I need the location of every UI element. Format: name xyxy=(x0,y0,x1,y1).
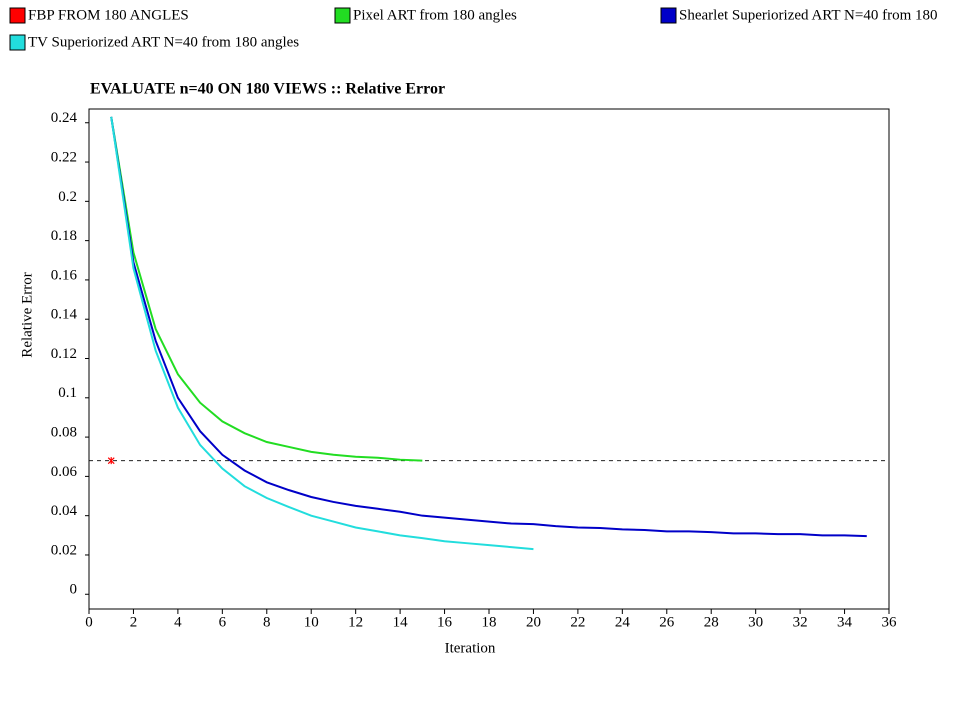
y-tick-label: 0.14 xyxy=(51,307,78,323)
y-tick-label: 0.04 xyxy=(51,503,78,519)
x-tick-label: 2 xyxy=(130,614,138,630)
x-tick-label: 34 xyxy=(837,614,853,630)
x-tick-label: 16 xyxy=(437,614,453,630)
y-tick-label: 0.12 xyxy=(51,346,77,362)
x-tick-label: 6 xyxy=(219,614,227,630)
y-tick-label: 0.18 xyxy=(51,228,77,244)
x-axis-label: Iteration xyxy=(445,640,496,656)
y-tick-label: 0.06 xyxy=(51,464,78,480)
y-tick-label: 0 xyxy=(70,582,78,598)
legend-label: Shearlet Superiorized ART N=40 from 180 xyxy=(679,7,938,23)
x-tick-label: 22 xyxy=(570,614,585,630)
series-line xyxy=(110,116,534,551)
x-tick-label: 4 xyxy=(174,614,182,630)
y-tick-label: 0.2 xyxy=(58,189,77,205)
y-tick-label: 0.1 xyxy=(58,385,77,401)
x-tick-label: 32 xyxy=(793,614,808,630)
series-line xyxy=(110,116,423,462)
legend-label: Pixel ART from 180 angles xyxy=(353,7,517,23)
series-line xyxy=(110,116,867,538)
x-tick-label: 0 xyxy=(85,614,93,630)
x-tick-label: 36 xyxy=(882,614,898,630)
x-tick-label: 28 xyxy=(704,614,719,630)
legend-swatch xyxy=(660,7,677,24)
x-tick-label: 18 xyxy=(482,614,497,630)
y-tick-label: 0.08 xyxy=(51,425,77,441)
x-tick-label: 20 xyxy=(526,614,541,630)
chart-title: EVALUATE n=40 ON 180 VIEWS :: Relative E… xyxy=(90,81,445,98)
legend-label: TV Superiorized ART N=40 from 180 angles xyxy=(28,34,299,50)
x-tick-label: 26 xyxy=(659,614,675,630)
legend-swatch xyxy=(9,34,26,51)
point-marker xyxy=(107,457,115,465)
legend-swatch xyxy=(9,7,26,24)
y-axis-label: Relative Error xyxy=(19,272,35,357)
y-tick-label: 0.16 xyxy=(51,267,78,283)
y-tick-label: 0.22 xyxy=(51,149,77,165)
x-tick-label: 8 xyxy=(263,614,271,630)
x-tick-label: 12 xyxy=(348,614,363,630)
x-tick-label: 10 xyxy=(304,614,319,630)
x-tick-label: 30 xyxy=(748,614,763,630)
legend-swatch xyxy=(334,7,351,24)
y-tick-label: 0.24 xyxy=(51,110,78,126)
x-tick-label: 24 xyxy=(615,614,631,630)
y-tick-label: 0.02 xyxy=(51,542,77,558)
legend-label: FBP FROM 180 ANGLES xyxy=(28,7,189,23)
x-tick-label: 14 xyxy=(393,614,409,630)
